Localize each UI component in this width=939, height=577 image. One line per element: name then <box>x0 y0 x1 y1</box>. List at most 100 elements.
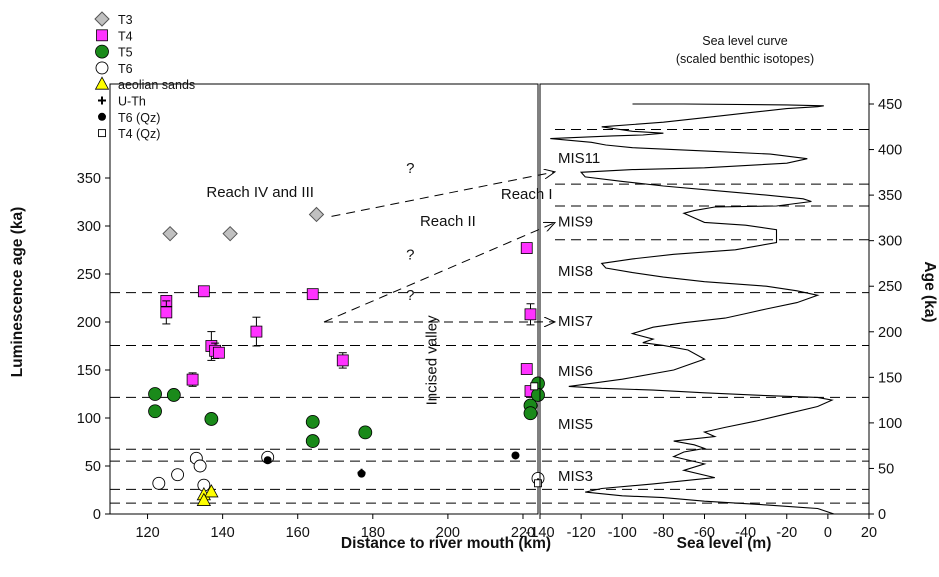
legend-label-t4-qz-: T4 (Qz) <box>118 127 160 141</box>
series-t3 <box>162 206 325 242</box>
age-tick-label-50: 50 <box>878 461 894 477</box>
y-tick-label-200: 200 <box>77 315 101 331</box>
sl-tick-label-20: 20 <box>861 525 877 541</box>
mis-label-mis6: MIS6 <box>558 363 593 380</box>
point-t6-qz--1 <box>357 469 366 478</box>
legend-marker-t4 <box>96 29 108 42</box>
age-tick-label-350: 350 <box>878 188 902 204</box>
annotation-1: Reach II <box>420 213 476 230</box>
point-t6-1 <box>171 468 185 482</box>
annotation-0: Reach IV and III <box>206 184 314 201</box>
sl-tick-label-0: 0 <box>824 525 832 541</box>
series-t5 <box>148 376 545 448</box>
arrow-to-mis9 <box>323 223 555 323</box>
annotation-2: Reach I <box>501 186 553 203</box>
legend-marker-t3 <box>94 11 110 27</box>
series-u-th <box>357 468 542 487</box>
series-t4-qz- <box>530 382 542 488</box>
annotation-5: ? <box>406 247 414 264</box>
age-tick-label-250: 250 <box>878 279 902 295</box>
point-t5-6 <box>358 425 373 440</box>
mis-label-mis11: MIS11 <box>558 150 600 167</box>
age-tick-label-300: 300 <box>878 234 902 250</box>
point-t5-4 <box>305 414 320 429</box>
legend-marker-t6-qz- <box>98 112 106 121</box>
y-tick-label-350: 350 <box>77 171 101 187</box>
point-t5-0 <box>148 387 162 401</box>
mis-label-mis9: MIS9 <box>558 214 593 231</box>
point-t4-10 <box>520 242 533 254</box>
y-axis-label-age: Age (ka) <box>921 261 938 322</box>
point-t4-8 <box>306 288 319 301</box>
point-t6-0 <box>152 476 166 490</box>
age-tick-label-0: 0 <box>878 507 886 523</box>
point-t6-qz--2 <box>511 451 520 460</box>
age-tick-label-450: 450 <box>878 97 902 113</box>
point-t5-2 <box>166 388 181 402</box>
annotations: Reach IV and III Reach II Reach I Incised v… <box>206 160 555 405</box>
y-tick-label-50: 50 <box>85 459 101 475</box>
left-plot-frame <box>109 83 539 515</box>
point-t6-qz--0 <box>263 456 272 465</box>
sl-tick-label--100: -100 <box>608 525 637 541</box>
age-tick-label-100: 100 <box>878 416 902 432</box>
point-aeolian-sands-2 <box>196 492 212 506</box>
arrow-to-mis11 <box>331 172 555 217</box>
left-scatter-chart: 120 140 160 180 200 220 0 50 100 150 200 250 300 350 <box>77 83 545 541</box>
point-t4-qz--0 <box>530 382 539 391</box>
x-tick-label-120: 120 <box>135 525 159 541</box>
x-tick-label-200: 200 <box>436 525 460 541</box>
legend-label-t3: T3 <box>118 13 133 27</box>
point-t4-1 <box>160 306 173 319</box>
legend-marker-aeolian-sands <box>94 76 110 90</box>
sl-tick-label--20: -20 <box>776 525 797 541</box>
x-axis-label-distance: Distance to river mouth (km) <box>341 535 551 552</box>
x-tick-label-220: 220 <box>511 525 535 541</box>
point-t3-0 <box>162 225 178 242</box>
point-t4-2 <box>197 285 210 298</box>
sea-level-subtitle: (scaled benthic isotopes) <box>676 52 814 66</box>
point-t5-10 <box>523 406 538 421</box>
sl-tick-label--120: -120 <box>567 525 596 541</box>
x-tick-label-180: 180 <box>361 525 385 541</box>
age-tick-label-400: 400 <box>878 143 902 159</box>
legend-marker-t4-qz- <box>98 129 106 138</box>
point-t4-7 <box>250 325 263 338</box>
point-t5-5 <box>305 434 320 448</box>
annotation-incised-valley: Incised valley <box>424 315 441 406</box>
sl-tick-label--60: -60 <box>694 525 715 541</box>
y-tick-label-250: 250 <box>77 267 101 283</box>
point-t4-6 <box>186 373 199 386</box>
x-axis-label-sea-level: Sea level (m) <box>677 535 772 552</box>
legend-marker-t5 <box>95 44 109 59</box>
point-t3-2 <box>308 206 325 223</box>
legend-label-t4: T4 <box>118 29 133 43</box>
y-tick-label-300: 300 <box>77 219 101 235</box>
legend-marker-t6 <box>95 61 109 75</box>
legend: T3 T4 T5 T6 aeolian sands U-Th T6 (Qz) T4 (Qz) <box>94 11 195 141</box>
series-t6-qz- <box>263 451 520 478</box>
legend-marker-u-th <box>98 96 106 105</box>
sea-level-curve-line <box>550 103 835 515</box>
point-t5-3 <box>204 412 219 426</box>
legend-label-u-th: U-Th <box>118 95 146 109</box>
series-aeolian-sands <box>196 484 219 506</box>
mis-label-mis8: MIS8 <box>558 263 593 280</box>
sea-level-title: Sea level curve <box>702 34 788 48</box>
point-t4-5 <box>212 346 225 359</box>
y-tick-label-100: 100 <box>77 411 101 427</box>
y-axis-label-luminescence: Luminescence age (ka) <box>9 207 26 378</box>
mis-label-mis3: MIS3 <box>558 468 593 485</box>
sl-tick-label--40: -40 <box>735 525 756 541</box>
x-tick-label-140: 140 <box>211 525 235 541</box>
point-t5-1 <box>148 404 162 419</box>
series-t4 <box>160 242 537 398</box>
legend-label-aeolian-sands: aeolian sands <box>118 78 195 92</box>
age-tick-label-200: 200 <box>878 325 902 341</box>
legend-label-t5: T5 <box>118 46 133 60</box>
annotation-6: ? <box>406 287 414 304</box>
annotation-4: ? <box>406 160 414 177</box>
age-tick-label-150: 150 <box>878 370 902 386</box>
mis-label-mis5: MIS5 <box>558 416 593 433</box>
